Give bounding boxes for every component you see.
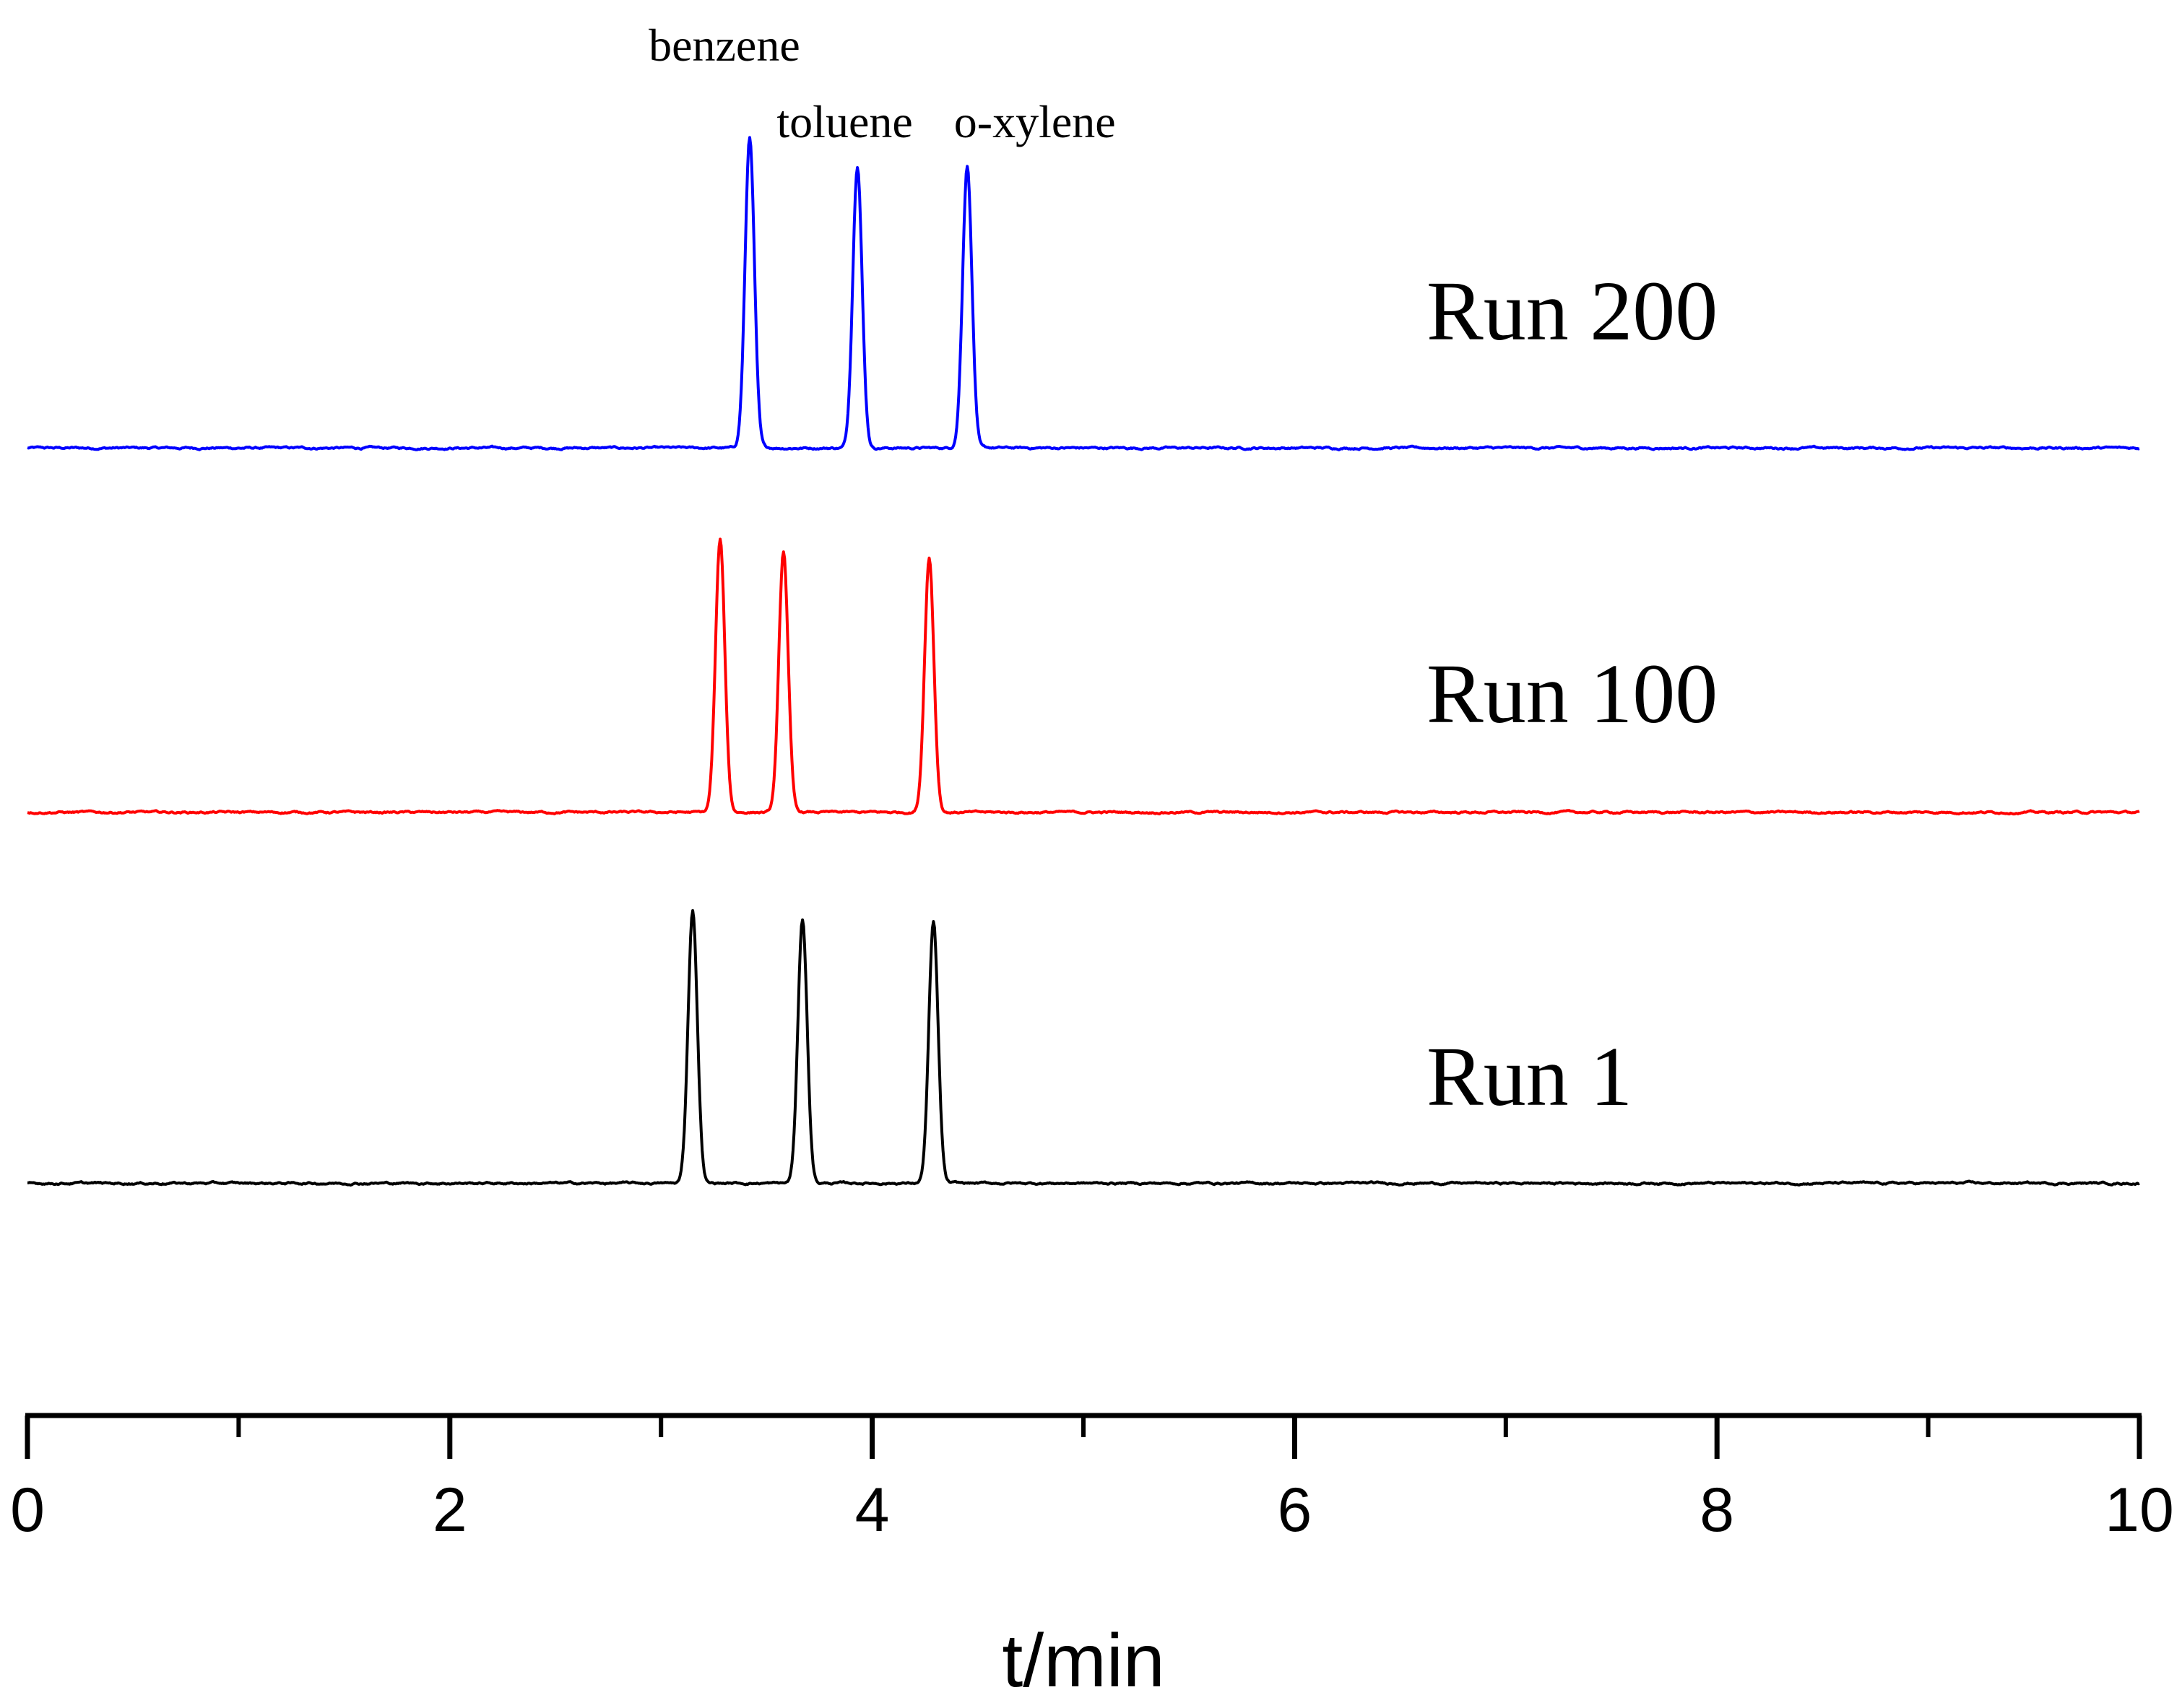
trace-run-3 — [27, 909, 2140, 1187]
traces-group — [27, 136, 2140, 1187]
peak-label: toluene — [776, 96, 912, 147]
x-tick-label: 6 — [1277, 1475, 1312, 1545]
series-label: Run 200 — [1426, 264, 1718, 358]
x-tick-label: 4 — [855, 1475, 890, 1545]
peak-label: benzene — [649, 19, 800, 71]
series-label: Run 100 — [1426, 646, 1718, 741]
x-axis-label: t/min — [1002, 1619, 1164, 1703]
series-labels-group: Run 200 Run 100 Run 1 — [1426, 264, 1718, 1124]
peak-label: o-xylene — [954, 96, 1116, 147]
series-label: Run 1 — [1426, 1029, 1632, 1124]
peak-labels-group: benzene toluene o-xylene — [649, 19, 1116, 147]
x-tick-label: 8 — [1700, 1475, 1734, 1545]
trace-run-1 — [27, 136, 2140, 451]
x-tick-label: 0 — [10, 1475, 45, 1545]
x-axis: 0 2 4 6 8 10 — [10, 1413, 2174, 1545]
trace-run-2 — [27, 537, 2140, 816]
x-tick-label: 2 — [433, 1475, 467, 1545]
x-tick-label: 10 — [2105, 1475, 2174, 1545]
